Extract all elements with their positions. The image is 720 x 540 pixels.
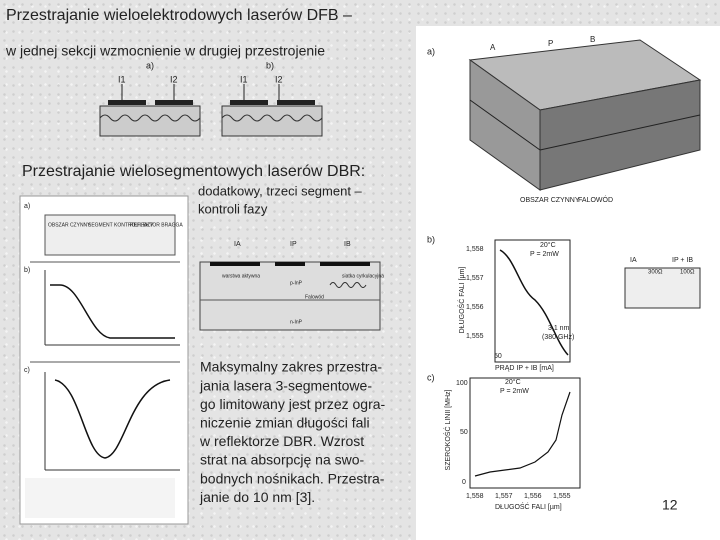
right-figure: a) A B P OBSZAR CZYNNY FALOWÓD b) 1,558 … <box>416 26 720 540</box>
paragraph-line: w reflektorze DBR. Wzrost <box>199 433 364 449</box>
y-tick-label: 1,555 <box>466 333 484 340</box>
label: (380 GHz) <box>542 334 574 341</box>
label: 300Ω <box>648 270 663 276</box>
label: b) <box>266 60 274 70</box>
label: OBSZAR CZYNNY <box>520 197 580 204</box>
y-tick-label: 1,556 <box>466 304 484 311</box>
label: c) <box>427 372 435 382</box>
y-tick-label: 1,557 <box>466 275 484 282</box>
page-number: 12 <box>662 497 678 513</box>
paragraph-line: jania lasera 3-segmentowe- <box>199 377 372 393</box>
label: a) <box>24 203 30 210</box>
x-axis-label: DŁUGOŚĆ FALI [µm] <box>495 502 562 511</box>
y-tick-label: 0 <box>462 479 466 486</box>
label: P <box>548 39 553 48</box>
x-tick-label: 50 <box>494 353 502 360</box>
y-tick-label: 100 <box>456 380 468 387</box>
label: 20°C <box>505 378 521 386</box>
label: b) <box>427 234 435 244</box>
note: dodatkowy, trzeci segment – <box>198 183 363 198</box>
label: P = 2mW <box>530 251 559 258</box>
label: OBSZAR CZYNNY <box>48 222 91 228</box>
paragraph-line: Maksymalny zakres przestra- <box>200 359 382 375</box>
label: n-InP <box>290 319 303 325</box>
top-figure: a) b) I1 I2 I1 I2 <box>99 60 323 137</box>
label: P = 2mW <box>500 388 529 395</box>
title: Przestrajanie wieloelektrodowych laserów… <box>6 7 352 24</box>
label: warstwa aktywna <box>222 273 260 279</box>
label: A <box>490 43 496 52</box>
label: SEGMENT KONTROLI FAZY <box>88 222 154 228</box>
paragraph-line: go limitowany jest przez ogra- <box>200 396 386 412</box>
y-tick-label: 1,558 <box>466 246 484 253</box>
label: I2 <box>275 74 283 84</box>
label: a) <box>427 46 435 56</box>
label: REFLEKTOR BRAGGA <box>130 222 183 228</box>
left-figure: a) b) c) OBSZAR CZYNNY SEGMENT KONTROLI … <box>19 195 189 525</box>
y-axis-label: DŁUGOŚĆ FALI [µm] <box>457 267 466 334</box>
x-tick-label: 1,556 <box>524 493 542 500</box>
x-tick-label: 1,558 <box>466 493 484 500</box>
label: 100Ω <box>680 270 695 276</box>
middle-figure: IA IP IB warstwa aktywna p-InP siatka cy… <box>199 241 384 331</box>
y-tick-label: 50 <box>460 429 468 436</box>
paragraph-line: bodnych nośnikach. Przestra- <box>200 470 385 486</box>
paragraph-line: strat na absorpcję na swo- <box>200 452 365 468</box>
x-tick-label: 1,557 <box>495 493 513 500</box>
label: 20°C <box>540 241 556 249</box>
x-axis-label: PRĄD IP + IB [mA] <box>495 365 554 372</box>
label: B <box>590 35 595 44</box>
label: IP + IB <box>672 257 693 264</box>
label: a) <box>146 60 154 70</box>
label: IA <box>630 257 637 264</box>
note: kontroli fazy <box>198 201 268 216</box>
section-title: Przestrajanie wielosegmentowych laserów … <box>22 163 365 180</box>
label: p-InP <box>290 280 303 286</box>
label: siatka cyrkulacyjna <box>342 273 384 279</box>
label: I1 <box>118 74 126 84</box>
label: IP <box>290 241 297 248</box>
label: IA <box>234 241 241 248</box>
paragraph-line: niczenie zmian długości fali <box>200 415 370 431</box>
label: IB <box>344 241 351 248</box>
y-axis-label: SZEROKOŚĆ LINII [MHz] <box>443 389 452 470</box>
label: FALOWÓD <box>578 195 613 204</box>
paragraph-line: janie do 10 nm [3]. <box>199 489 315 505</box>
label: I2 <box>170 74 178 84</box>
x-tick-label: 1,555 <box>553 493 571 500</box>
label: 3,1 nm <box>548 325 570 332</box>
label: b) <box>24 267 30 274</box>
label: I1 <box>240 74 248 84</box>
subtitle: w jednej sekcji wzmocnienie w drugiej pr… <box>5 43 325 59</box>
label: Falowód <box>305 294 324 300</box>
paragraph: Maksymalny zakres przestra-jania lasera … <box>199 359 386 505</box>
label: c) <box>24 367 30 374</box>
